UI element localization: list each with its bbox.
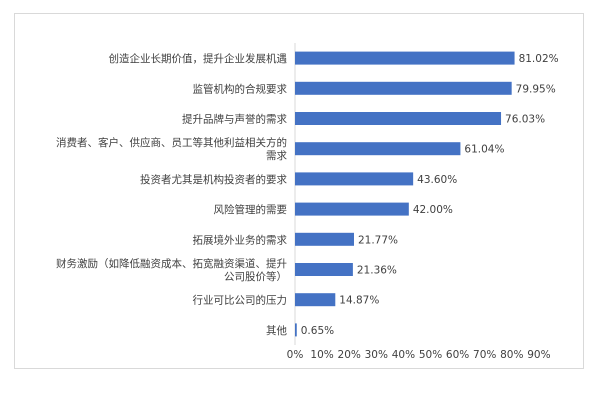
x-tick-label-9: 90% [527,349,550,361]
bar-4 [295,172,414,186]
bar-0 [295,51,515,65]
x-tick-label-3: 30% [365,349,388,361]
category-label-7-line-1: 公司股价等） [224,270,287,283]
bar-3 [295,142,461,156]
value-label-6: 21.77% [358,234,398,246]
value-label-2: 76.03% [505,114,545,126]
category-label-3-line-1: 需求 [266,150,287,162]
x-tick-label-7: 70% [473,349,496,361]
value-label-9: 0.65% [301,325,334,337]
x-tick-label-4: 40% [392,349,415,361]
category-label-9: 其他 [266,324,287,337]
category-label-5: 风险管理的需要 [214,203,288,216]
category-label-2: 提升品牌与声誉的需求 [182,113,287,126]
bar-6 [295,232,354,246]
bar-7 [295,263,353,276]
category-label-6: 拓展境外业务的需求 [193,233,288,246]
bar-5 [295,202,409,216]
x-tick-label-1: 10% [310,349,333,361]
bars-group [295,51,515,337]
value-label-4: 43.60% [417,174,457,186]
bar-9 [295,323,297,337]
value-label-7: 21.36% [357,265,397,277]
bar-1 [295,81,512,95]
x-tick-label-5: 50% [419,349,442,361]
value-label-3: 61.04% [464,144,504,156]
x-tick-label-6: 60% [446,349,469,361]
x-tick-label-2: 20% [338,349,361,361]
category-label-3-line-0: 消费者、客户、供应商、员工等其他利益相关方的 [56,136,287,149]
value-label-5: 42.00% [413,204,453,216]
bar-2 [295,112,502,125]
category-label-0: 创造企业长期价值，提升企业发展机遇 [109,52,288,65]
chart-frame [14,13,584,369]
category-label-4: 投资者尤其是机构投资者的要求 [140,173,287,186]
category-label-8: 行业可比公司的压力 [193,294,288,307]
category-label-1: 监管机构的合规要求 [193,82,288,95]
value-labels-group: 81.02% 79.95% 76.03% 61.04% 43.60% 42.00% 21.7… [301,53,559,337]
x-tick-label-0: 0% [287,349,304,361]
value-label-0: 81.02% [519,53,559,65]
value-label-8: 14.87% [339,295,379,307]
x-tick-label-8: 80% [500,349,523,361]
category-label-7-line-0: 财务激励（如降低融资成本、拓宽融资渠道、提升 [56,257,287,270]
bar-8 [295,293,336,307]
category-labels-group: 创造企业长期价值，提升企业发展机遇监管机构的合规要求提升品牌与声誉的需求消费者、… [56,52,287,337]
value-label-1: 79.95% [516,83,556,95]
x-tick-labels-group: 0% 10% 20% 30% 40% 50% 60% 70% 80% 90% [287,349,551,361]
